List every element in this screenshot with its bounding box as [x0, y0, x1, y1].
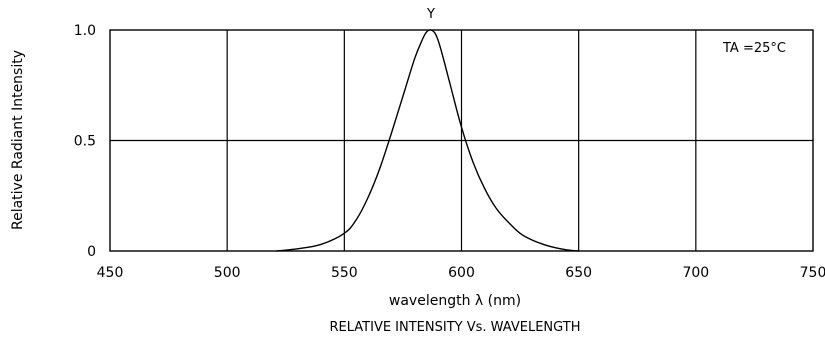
grid-lines — [110, 30, 813, 251]
condition-label: TA =25°C — [722, 41, 786, 56]
y-tick-label: 1.0 — [74, 23, 96, 39]
x-tick-label: 450 — [97, 265, 124, 281]
series-line — [276, 29, 579, 252]
plot-frame — [109, 29, 814, 252]
x-tick-label: 650 — [565, 265, 592, 281]
x-tick-label: 600 — [448, 265, 475, 281]
y-tick-label: 0.5 — [74, 134, 96, 150]
chart-title: RELATIVE INTENSITY Vs. WAVELENGTH — [330, 320, 581, 335]
x-tick-label: 550 — [331, 265, 358, 281]
x-tick-labels: 450 500 550 600 650 700 750 — [97, 265, 825, 281]
x-axis-label: wavelength λ (nm) — [389, 293, 521, 309]
x-tick-label: 750 — [800, 265, 825, 281]
peak-label: Y — [426, 7, 435, 22]
y-tick-labels: 0 0.5 1.0 — [74, 23, 96, 260]
x-tick-label: 500 — [214, 265, 241, 281]
y-axis-label: Relative Radiant Intensity — [10, 50, 26, 230]
y-tick-label: 0 — [87, 244, 96, 260]
x-tick-label: 700 — [682, 265, 709, 281]
